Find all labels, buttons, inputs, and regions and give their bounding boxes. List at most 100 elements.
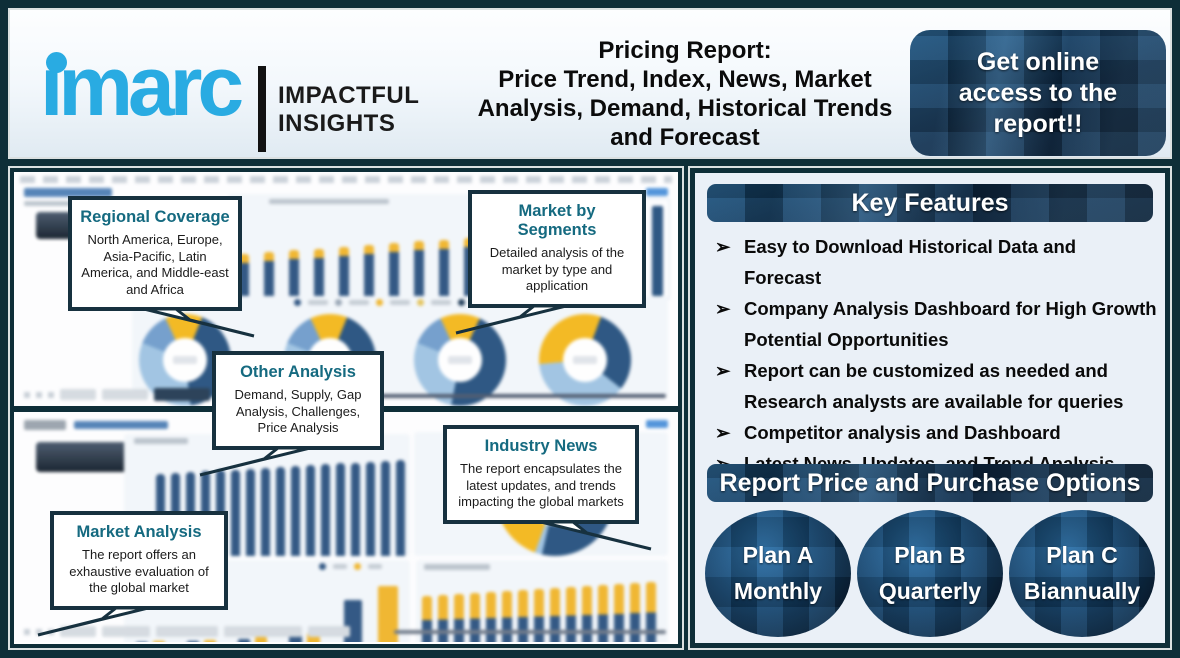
plan-c-circle[interactable]: Plan C Biannually — [1009, 510, 1155, 637]
plan-a-circle[interactable]: Plan A Monthly — [705, 510, 851, 637]
bar — [454, 594, 464, 642]
logo-tagline-line1: IMPACTFUL — [278, 82, 420, 109]
callout-market-analysis: Market Analysis The report offers an exh… — [37, 511, 228, 636]
callout-market-by-segments: Market by Segments Detailed analysis of … — [455, 190, 646, 334]
plan-billing: Quarterly — [878, 578, 982, 604]
logo-divider — [258, 66, 266, 152]
horizontal-scrollbar — [394, 630, 666, 634]
arrow-bullet-icon: ➢ — [715, 422, 731, 443]
callout-title: Regional Coverage — [80, 208, 230, 226]
bar — [291, 466, 300, 556]
chart-legend-text — [269, 199, 389, 204]
bar — [438, 595, 448, 642]
logo-dot-icon — [46, 52, 67, 73]
speech-tail-icon — [199, 446, 311, 476]
bar — [351, 463, 360, 556]
callout-regional-coverage: Regional Coverage North America, Europe,… — [68, 196, 255, 338]
dashboard-logo-blob — [24, 420, 66, 430]
callout-industry-news: Industry News The report encapsulates th… — [443, 425, 652, 550]
dashboard-subtitle-text — [24, 201, 84, 206]
bar — [396, 460, 405, 556]
plan-name: Plan B — [894, 542, 966, 568]
plans-row: Plan A Monthly Plan B Quarterly Plan C B… — [705, 510, 1155, 637]
feature-text: Easy to Download Historical Data and For… — [744, 236, 1077, 288]
bar — [321, 464, 330, 556]
dashboard-preview-panel: Regional Coverage North America, Europe,… — [10, 168, 682, 648]
bar — [598, 585, 608, 642]
bar — [630, 583, 640, 642]
bar — [364, 245, 374, 302]
bar — [389, 243, 399, 302]
report-title-line1: Pricing Report: — [598, 37, 772, 64]
callout-body: The report encapsulates the latest updat… — [458, 461, 624, 509]
bar — [264, 252, 274, 302]
callout-title: Industry News — [484, 437, 598, 455]
key-features-list: ➢ Easy to Download Historical Data and F… — [715, 231, 1157, 479]
bar — [550, 588, 560, 642]
speech-tail-icon — [540, 520, 652, 550]
report-title: Pricing Report: Price Trend, Index, News… — [465, 36, 905, 152]
feature-text: Report can be customized as needed and R… — [744, 360, 1124, 412]
reset-link — [646, 420, 668, 428]
bar — [518, 590, 528, 642]
logo-tagline-line2: INSIGHTS — [278, 110, 396, 137]
dashboard-title-text — [24, 188, 112, 197]
purchase-options-header: Report Price and Purchase Options — [707, 464, 1153, 502]
bar — [502, 591, 512, 642]
bar — [414, 241, 424, 302]
bar — [381, 461, 390, 556]
plan-name: Plan A — [742, 542, 814, 568]
callout-body: Demand, Supply, Gap Analysis, Challenges… — [234, 387, 362, 435]
bar — [614, 584, 624, 642]
callout-body: North America, Europe, Asia-Pacific, Lat… — [81, 232, 229, 297]
dashboard-title-text — [74, 421, 168, 429]
bar — [566, 587, 576, 642]
key-features-header: Key Features — [707, 184, 1153, 222]
feature-text: Competitor analysis and Dashboard — [744, 422, 1061, 443]
donut-chart-3 — [414, 314, 506, 406]
bar — [336, 463, 345, 556]
bar — [306, 465, 315, 556]
get-online-access-button[interactable]: Get online access to the report!! — [910, 30, 1166, 156]
feature-item: ➢ Report can be customized as needed and… — [715, 355, 1157, 417]
horizontal-scrollbar — [344, 394, 666, 398]
plan-name: Plan C — [1046, 542, 1118, 568]
callout-title: Other Analysis — [240, 363, 356, 381]
bar — [276, 467, 285, 556]
pair-chart-legend — [319, 563, 382, 570]
chart-label — [134, 438, 188, 444]
paired-bar-chart — [136, 576, 402, 642]
arrow-bullet-icon: ➢ — [715, 298, 731, 319]
bar — [422, 596, 432, 642]
stacked-bar-chart — [422, 578, 668, 642]
arrow-bullet-icon: ➢ — [715, 360, 731, 381]
report-title-rest: Price Trend, Index, News, Market Analysi… — [477, 66, 893, 151]
plan-billing: Monthly — [733, 578, 823, 604]
logo-tagline: IMPACTFUL INSIGHTS — [278, 82, 419, 138]
bar — [646, 582, 656, 642]
plan-billing: Biannually — [1023, 578, 1141, 604]
callout-other-analysis: Other Analysis Demand, Supply, Gap Analy… — [199, 351, 384, 476]
reset-link — [646, 188, 668, 196]
tall-bar — [652, 206, 663, 296]
bar — [366, 462, 375, 556]
feature-item: ➢ Competitor analysis and Dashboard — [715, 417, 1157, 448]
top-banner: ımarc IMPACTFUL INSIGHTS Pricing Report:… — [10, 10, 1170, 157]
bar — [582, 586, 592, 642]
callout-title: Market Analysis — [76, 523, 202, 541]
bar — [534, 589, 544, 642]
feature-item: ➢ Company Analysis Dashboard for High Gr… — [715, 293, 1157, 355]
bar — [486, 592, 496, 642]
speech-tail-icon — [143, 307, 255, 338]
plan-b-circle[interactable]: Plan B Quarterly — [857, 510, 1003, 637]
bar — [314, 249, 324, 302]
navy-bar-chart — [156, 452, 412, 556]
bar — [261, 468, 270, 556]
bar — [439, 240, 449, 302]
report-info-panel: Key Features ➢ Easy to Download Historic… — [690, 168, 1170, 648]
speech-tail-icon — [455, 304, 567, 334]
arrow-bullet-icon: ➢ — [715, 236, 731, 257]
browser-menu-bar — [20, 176, 672, 183]
donut-chart-4 — [539, 314, 631, 406]
callout-body: Detailed analysis of the market by type … — [489, 245, 625, 293]
